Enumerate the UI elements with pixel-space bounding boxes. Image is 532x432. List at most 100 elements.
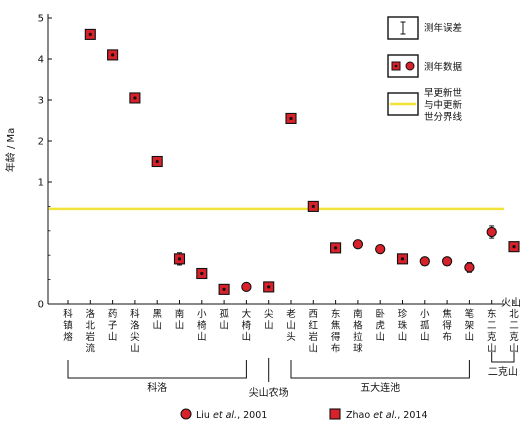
x-category-label: 克 (487, 332, 497, 343)
x-category-label: 山 (242, 332, 252, 343)
x-category-label: 老 (286, 308, 296, 320)
square-point-core (334, 246, 338, 250)
x-category-label: 椅 (242, 320, 252, 332)
circle-point (464, 262, 475, 273)
x-category-label: 得 (442, 320, 452, 332)
legend-label: 世分界线 (424, 111, 463, 123)
x-category-label: 山 (398, 332, 408, 343)
x-category-label: 岩 (86, 331, 96, 343)
x-category-label: 北 (86, 321, 96, 332)
square-legend-icon (329, 408, 341, 420)
circle-point (352, 239, 364, 250)
y-tick-label: 5 (38, 14, 44, 25)
circle-point (441, 256, 453, 267)
x-category-label: 山 (286, 321, 296, 332)
square-point-core (289, 116, 293, 121)
x-category-label: 山 (152, 321, 162, 332)
x-category-label: 红 (309, 320, 319, 332)
x-category-label: 二 (487, 321, 497, 332)
x-category-label: 孤 (219, 308, 229, 320)
square-point-core (177, 257, 182, 261)
square-point-core (155, 159, 159, 164)
x-category-label: 架 (465, 321, 475, 332)
x-category-label: 山 (420, 332, 430, 343)
x-category-label: 山 (108, 332, 118, 343)
y-tick-label: 2 (38, 137, 44, 148)
x-category-label: 虎 (375, 320, 385, 332)
circle-point (375, 243, 386, 255)
y-tick-label: 0 (38, 300, 44, 311)
square-point-core (133, 96, 137, 100)
x-category-label: 岩 (309, 331, 319, 343)
x-category-label: 焦 (331, 320, 341, 332)
x-category-label: 镇 (63, 320, 73, 332)
x-category-label: 焦 (442, 308, 452, 320)
x-category-label: 南 (175, 308, 185, 320)
x-category-label: 科 (63, 308, 73, 320)
group-label: 科洛 (147, 381, 167, 394)
x-category-label: 山 (264, 321, 274, 332)
x-category-label: 椅 (197, 320, 207, 332)
x-axis-title: 火山 (501, 297, 521, 309)
y-axis-title: 年龄 / Ma (4, 128, 17, 172)
x-category-label: 南 (353, 308, 363, 320)
x-category-label: 卧 (375, 308, 385, 320)
y-axis: 0 1 2 3 4 5 年龄 / Ma (4, 14, 52, 311)
circle-point (241, 281, 252, 293)
square-point-core (512, 245, 516, 249)
x-category-label: 山 (487, 344, 497, 355)
x-category-label: 小 (420, 309, 430, 320)
square-point-core (400, 257, 405, 261)
plot-frame (47, 14, 504, 305)
group-bracket (67, 360, 247, 379)
x-axis: 科镇熔洛北岩流药子山科洛尖山黑山南山小椅山孤山大椅山尖山老山头西红岩山东焦得布南… (63, 297, 521, 355)
square-point-core (200, 271, 204, 276)
x-category-label: 药 (108, 309, 118, 320)
x-category-label: 山 (309, 344, 319, 355)
x-category-label: 洛 (130, 320, 140, 332)
x-category-label: 尖 (130, 331, 140, 343)
x-category-label: 山 (175, 321, 185, 332)
x-category-label: 得 (331, 331, 341, 343)
x-category-label: 子 (108, 321, 118, 332)
legend-box (387, 54, 419, 78)
square-point-core (267, 285, 271, 289)
x-category-label: 小 (197, 309, 207, 320)
x-category-label: 山 (130, 344, 140, 355)
x-category-label: 笔 (465, 308, 475, 320)
x-category-label: 孤 (420, 320, 430, 332)
square-point-core (88, 32, 92, 37)
x-category-label: 流 (86, 343, 96, 355)
data-marker-icon-core (394, 64, 398, 68)
circle-point (486, 226, 497, 238)
x-category-label: 山 (197, 332, 207, 343)
x-category-label: 二 (509, 321, 519, 332)
x-category-label: 山 (375, 332, 385, 343)
group-label: 尖山农场 (249, 386, 289, 399)
x-category-label: 珍 (398, 308, 408, 320)
y-axis-label: 年龄 / Ma (4, 128, 17, 172)
x-category-label: 熔 (63, 331, 73, 343)
group-label: 二克山 (488, 366, 518, 378)
region-groups: 科洛 尖山农场 五大连池 二克山 (67, 352, 518, 399)
data-marks (84, 28, 520, 295)
x-category-label: 布 (331, 343, 341, 355)
x-category-label: 克 (509, 332, 519, 343)
legend-label: 测年数据 (424, 61, 463, 73)
y-tick-label: 3 (38, 96, 44, 107)
y-tick-label: 4 (38, 55, 44, 66)
x-category-label: 西 (309, 309, 319, 320)
bottom-legend-label: Liu et al., 2001 (196, 410, 267, 421)
x-category-label: 山 (509, 344, 519, 355)
x-category-label: 拉 (353, 331, 363, 343)
circle-point (419, 256, 430, 267)
y-tick-label: 1 (38, 178, 44, 189)
x-category-label: 东 (331, 308, 341, 320)
bottom-legend: Liu et al., 2001 Zhao et al., 2014 (180, 408, 427, 421)
x-category-label: 山 (465, 332, 475, 343)
x-category-label: 头 (286, 331, 296, 343)
legend-label: 与中更新 (424, 99, 463, 111)
square-point-core (222, 287, 226, 291)
